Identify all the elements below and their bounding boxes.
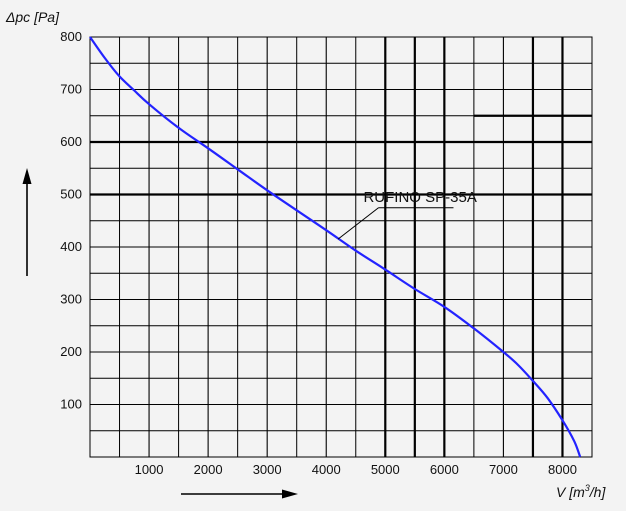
x-tick-label: 2000 (194, 462, 223, 477)
x-tick-label: 8000 (548, 462, 577, 477)
y-axis-label: Δpc [Pa] (5, 9, 60, 25)
series-label: RUFINO SP-35A (363, 189, 476, 206)
x-tick-label: 5000 (371, 462, 400, 477)
x-tick-label: 3000 (253, 462, 282, 477)
x-tick-label: 6000 (430, 462, 459, 477)
y-tick-label: 200 (60, 344, 82, 359)
y-tick-label: 600 (60, 134, 82, 149)
y-direction-arrow (22, 168, 32, 276)
axis-labels: Δpc [Pa] V [m3/h] (5, 9, 606, 500)
grid (90, 37, 592, 457)
y-tick-label: 100 (60, 397, 82, 412)
tick-labels: 100 200 300 400 500 600 700 800 1000 2000 3000 4000… (60, 29, 577, 477)
y-tick-label: 500 (60, 187, 82, 202)
x-tick-label: 1000 (135, 462, 164, 477)
x-direction-arrow (181, 489, 298, 499)
series-label-leader (337, 207, 379, 240)
y-tick-label: 400 (60, 239, 82, 254)
y-tick-label: 700 (60, 82, 82, 97)
series-lines: RUFINO SP-35A (89, 36, 582, 458)
y-tick-label: 800 (60, 29, 82, 44)
x-tick-label: 7000 (489, 462, 518, 477)
x-axis-label: V [m3/h] (556, 483, 606, 500)
x-tick-label: 4000 (312, 462, 341, 477)
series-line (89, 36, 582, 458)
y-tick-label: 300 (60, 292, 82, 307)
